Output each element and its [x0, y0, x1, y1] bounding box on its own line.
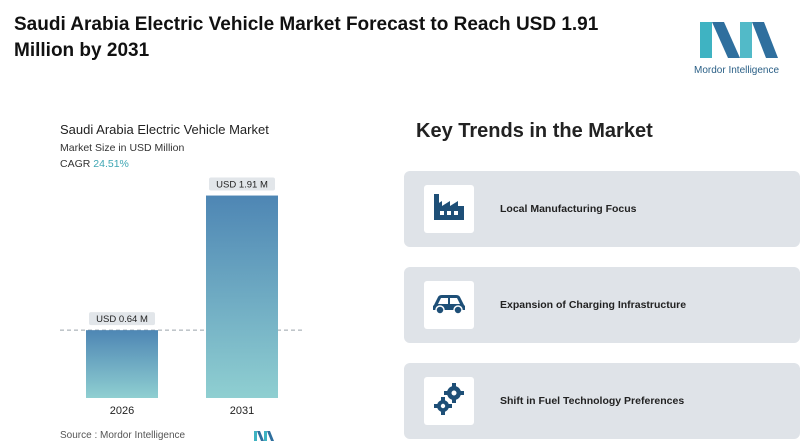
x-tick-label: 2026: [110, 405, 134, 417]
trend-card-charging-infrastructure: Expansion of Charging Infrastructure: [404, 267, 800, 343]
data-label: USD 0.64 M: [96, 314, 148, 325]
data-label: USD 1.91 M: [216, 180, 268, 191]
data-label-bg: [89, 312, 155, 326]
chart-title: Saudi Arabia Electric Vehicle Market: [60, 122, 269, 137]
trend-label: Local Manufacturing Focus: [500, 203, 637, 215]
trend-card-fuel-technology: Shift in Fuel Technology Preferences: [404, 363, 800, 439]
chart-subtitle: Market Size in USD Million: [60, 142, 185, 154]
x-tick-label: 2031: [230, 405, 254, 417]
gears-icon: [432, 382, 466, 421]
trend-label: Expansion of Charging Infrastructure: [500, 299, 687, 311]
bar-2031: [206, 195, 278, 398]
chart-source: Source : Mordor Intelligence: [60, 430, 186, 441]
trends-title: Key Trends in the Market: [416, 120, 653, 142]
factory-icon: [432, 192, 466, 227]
data-label-bg: [209, 177, 275, 191]
logo-text: Mordor Intelligence: [694, 65, 780, 76]
source-logo-icon: [254, 429, 276, 447]
cagr-value: 24.51%: [93, 158, 129, 170]
page-title: Saudi Arabia Electric Vehicle Market For…: [14, 14, 599, 61]
bar-2026: [86, 330, 158, 398]
trend-label: Shift in Fuel Technology Preferences: [500, 395, 685, 407]
mordor-intelligence-logo: Mordor Intelligence: [694, 18, 786, 82]
cagr-label: CAGR: [60, 158, 91, 170]
trend-card-local-manufacturing: Local Manufacturing Focus: [404, 171, 800, 247]
car-icon: [431, 291, 467, 320]
cagr-line: CAGR 24.51%: [60, 158, 129, 170]
